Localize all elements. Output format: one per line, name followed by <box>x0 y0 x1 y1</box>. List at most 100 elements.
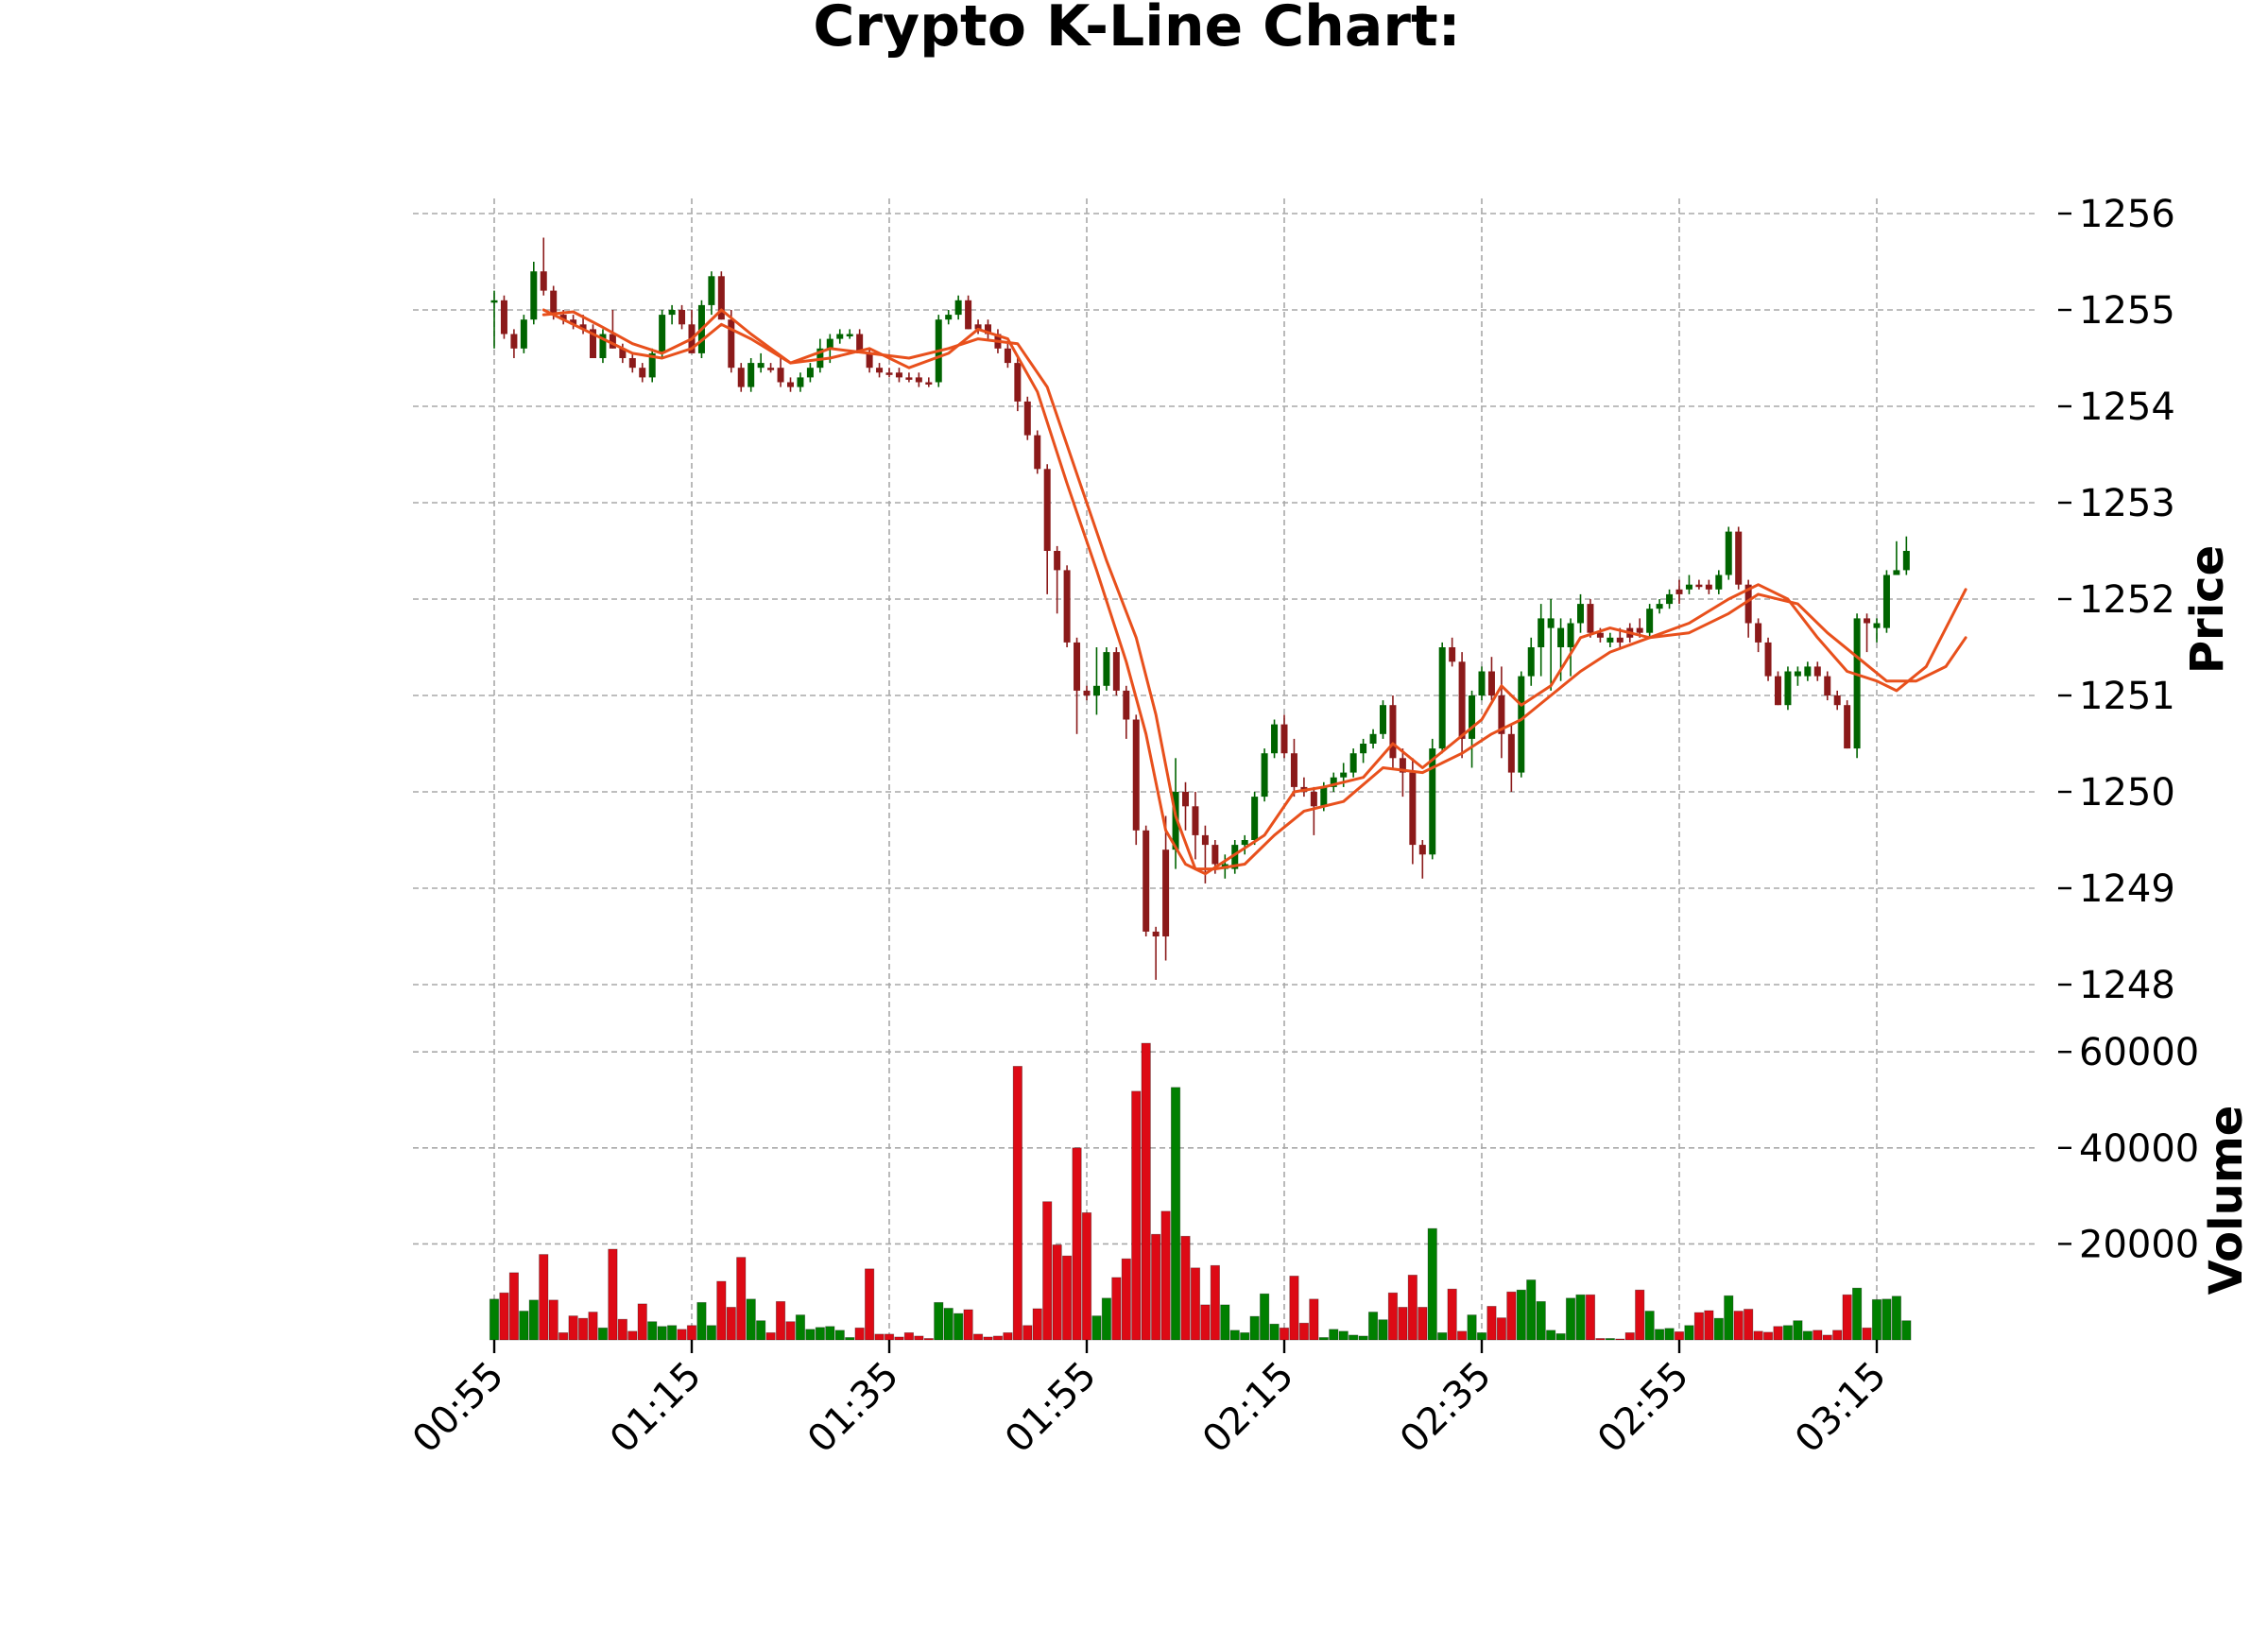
candle-body <box>1824 676 1831 695</box>
volume-bar <box>696 1301 707 1341</box>
volume-bar <box>1516 1289 1526 1341</box>
candle-body <box>1833 695 1841 706</box>
volume-bar <box>1565 1297 1576 1341</box>
volume-bar <box>1486 1306 1497 1341</box>
candle-body <box>1735 531 1743 585</box>
candle-body <box>1882 575 1890 628</box>
candle-body <box>1418 845 1426 855</box>
candle-body <box>1231 845 1239 869</box>
volume-bar <box>568 1315 578 1341</box>
volume-bar <box>617 1318 627 1341</box>
volume-bar <box>706 1325 717 1341</box>
volume-bar <box>1822 1334 1832 1341</box>
volume-bar <box>815 1327 825 1341</box>
volume-bar <box>1111 1277 1122 1341</box>
volume-bar <box>1121 1258 1131 1341</box>
volume-bar <box>1160 1210 1171 1341</box>
volume-bar <box>1220 1304 1230 1341</box>
volume-bar <box>1624 1331 1635 1341</box>
candle-body <box>628 358 636 369</box>
volume-bar <box>637 1303 647 1341</box>
volume-bar <box>1546 1330 1556 1341</box>
volume-bar <box>1072 1147 1082 1341</box>
volume-bar <box>1744 1309 1754 1341</box>
volume-bar <box>894 1336 904 1341</box>
candle-body <box>1271 724 1279 754</box>
volume-bar <box>528 1299 539 1341</box>
volume-bar <box>1615 1338 1625 1341</box>
candle-body <box>1320 786 1328 807</box>
candle-body <box>1744 584 1752 624</box>
candle-body <box>728 319 735 369</box>
price-tick-label: 1256 <box>2079 193 2175 236</box>
volume-bar <box>597 1327 609 1341</box>
candle-body <box>915 377 922 383</box>
volume-bar <box>726 1307 736 1341</box>
candle-body <box>1360 744 1367 754</box>
volume-bar <box>519 1311 529 1341</box>
candle-body <box>767 368 775 370</box>
candle-body <box>1004 348 1011 364</box>
volume-bar <box>903 1331 915 1341</box>
volume-bar <box>1862 1327 1872 1341</box>
candle-body <box>1112 652 1120 691</box>
volume-bar <box>1802 1330 1813 1341</box>
time-tick-label: 02:35 <box>1392 1354 1500 1462</box>
candle-body <box>1775 676 1781 706</box>
grid-layer <box>413 198 2036 1340</box>
candle-body <box>1656 604 1663 609</box>
volume-bar <box>1003 1331 1013 1341</box>
volume-bar <box>647 1321 658 1341</box>
candle-body <box>895 372 902 378</box>
volume-bar <box>1881 1298 1892 1341</box>
candle-body <box>619 348 627 358</box>
volume-tick-label: 60000 <box>2079 1031 2199 1074</box>
candle-body <box>1152 931 1160 936</box>
price-tick-label: 1250 <box>2079 771 2175 815</box>
candle-body <box>905 377 913 380</box>
candle-body <box>1034 435 1041 470</box>
candle-body <box>1616 637 1624 643</box>
candle-body <box>1458 661 1466 739</box>
candle-body <box>520 319 527 349</box>
candle-body <box>1587 604 1594 633</box>
candle-body <box>797 377 804 387</box>
candle-body <box>1469 695 1476 739</box>
time-tick-label: 01:55 <box>997 1354 1105 1462</box>
volume-bar <box>1644 1311 1655 1341</box>
candle-body <box>490 300 498 303</box>
candle-body <box>708 276 715 305</box>
volume-bar <box>1684 1325 1694 1341</box>
candle-body <box>954 300 962 316</box>
volume-bar <box>1022 1325 1033 1341</box>
volume-bar <box>954 1313 964 1341</box>
volume-bar <box>972 1333 984 1341</box>
volume-bar <box>1279 1327 1290 1341</box>
candle-body <box>1261 753 1268 798</box>
candle-body <box>1054 551 1061 571</box>
volume-bar <box>983 1336 993 1341</box>
price-tick-label: 1251 <box>2079 675 2175 718</box>
candle-body <box>717 276 725 320</box>
candle-body <box>1380 705 1386 734</box>
candle-body <box>777 368 784 383</box>
volume-tick-label: 20000 <box>2079 1223 2199 1266</box>
candle-body <box>1794 671 1801 677</box>
price-axis-title: Price <box>2181 545 2234 674</box>
candle-body <box>747 363 755 387</box>
candle-body <box>1547 618 1555 628</box>
candle-body <box>1241 840 1248 846</box>
candle-body <box>1636 627 1643 633</box>
volume-bar <box>508 1272 520 1341</box>
volume-bar <box>884 1333 895 1341</box>
candle-body <box>1864 618 1871 624</box>
candle-body <box>1290 753 1297 787</box>
volume-bar <box>775 1300 786 1341</box>
volume-bar <box>667 1325 678 1341</box>
candle-body <box>648 352 656 378</box>
candle-body <box>737 368 745 387</box>
volume-bar <box>577 1317 589 1341</box>
candle-body <box>1538 618 1545 647</box>
volume-bar <box>716 1280 727 1341</box>
volume-bar <box>1407 1275 1418 1341</box>
